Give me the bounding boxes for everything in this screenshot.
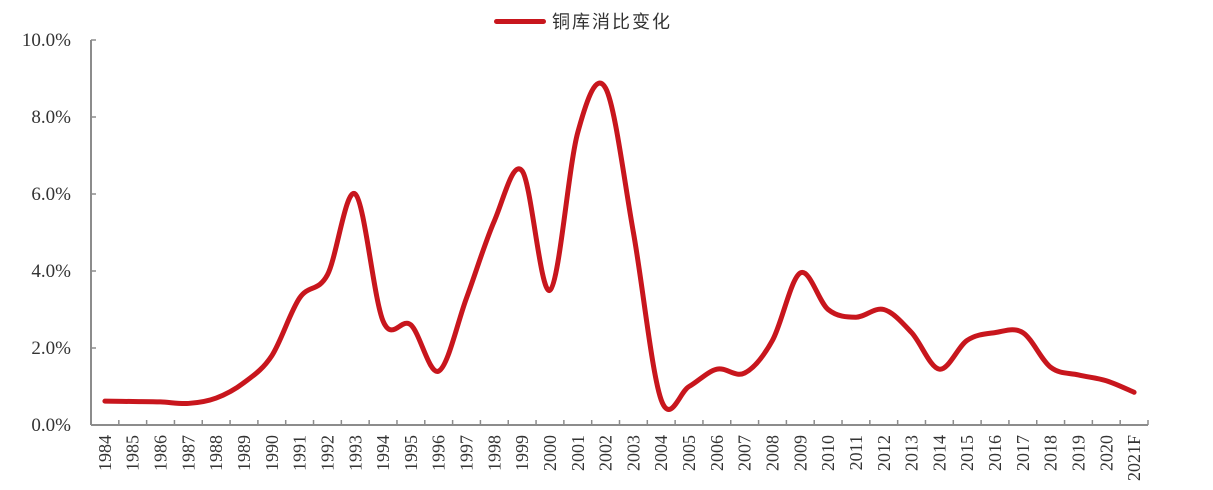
legend-swatch bbox=[494, 18, 546, 24]
x-tick-label: 1999 bbox=[512, 435, 532, 471]
x-tick-label: 2003 bbox=[623, 435, 643, 471]
x-tick-label: 1985 bbox=[123, 435, 143, 471]
x-axis: 1984 1985 1986 1987 1988 1989 1990 1991 1992 1993… bbox=[90, 420, 1149, 481]
y-tick-label: 2.0% bbox=[31, 338, 71, 359]
x-tick-label: 1986 bbox=[151, 435, 171, 471]
x-tick-label: 2016 bbox=[985, 435, 1005, 471]
x-tick-label: 2020 bbox=[1096, 435, 1116, 471]
x-tick-label: 2010 bbox=[818, 435, 838, 471]
y-tick-label: 4.0% bbox=[31, 261, 71, 282]
x-tick-label: 1993 bbox=[345, 435, 365, 471]
x-tick-label: 2011 bbox=[846, 435, 866, 470]
x-tick-label: 2006 bbox=[707, 435, 727, 471]
x-tick-label: 2015 bbox=[957, 435, 977, 471]
y-tick-label: 6.0% bbox=[31, 184, 71, 205]
x-tick-label: 2007 bbox=[735, 435, 755, 471]
x-tick-label: 1991 bbox=[290, 435, 310, 471]
x-tick-label: 2014 bbox=[929, 435, 949, 471]
x-tick-label: 1990 bbox=[262, 435, 282, 471]
legend: 铜库消比变化 bbox=[494, 8, 672, 34]
x-tick-label: 2002 bbox=[596, 435, 616, 471]
x-tick-label: 2004 bbox=[651, 435, 671, 471]
x-tick-label: 2009 bbox=[790, 435, 810, 471]
x-tick-label: 2017 bbox=[1013, 435, 1033, 471]
legend-label: 铜库消比变化 bbox=[552, 12, 672, 33]
x-tick-label: 1988 bbox=[206, 435, 226, 471]
x-tick-label: 1992 bbox=[317, 435, 337, 471]
x-tick-label: 1994 bbox=[373, 435, 393, 471]
x-tick-label: 2008 bbox=[762, 435, 782, 471]
x-tick-label: 1987 bbox=[178, 435, 198, 471]
x-tick-label: 1997 bbox=[457, 435, 477, 471]
x-tick-label: 2019 bbox=[1068, 435, 1088, 471]
x-tick-label: 2012 bbox=[874, 435, 894, 471]
y-axis: 0.0% 2.0% 4.0% 6.0% 8.0% 10.0% bbox=[22, 30, 96, 436]
x-tick-label: 2005 bbox=[679, 435, 699, 471]
y-tick-label: 10.0% bbox=[22, 30, 71, 51]
x-tick-label: 1998 bbox=[484, 435, 504, 471]
x-tick-label: 1996 bbox=[429, 435, 449, 471]
series-line bbox=[102, 80, 1137, 412]
y-tick-label: 0.0% bbox=[31, 415, 71, 436]
x-tick-label: 1989 bbox=[234, 435, 254, 471]
x-tick-label: 2013 bbox=[902, 435, 922, 471]
y-tick-label: 8.0% bbox=[31, 107, 71, 128]
x-tick-label: 1984 bbox=[95, 435, 115, 471]
x-tick-label: 2001 bbox=[568, 435, 588, 471]
x-tick-label: 2000 bbox=[540, 435, 560, 471]
x-tick-label: 2021F bbox=[1124, 435, 1144, 481]
x-tick-label: 1995 bbox=[401, 435, 421, 471]
x-tick-label: 2018 bbox=[1041, 435, 1061, 471]
